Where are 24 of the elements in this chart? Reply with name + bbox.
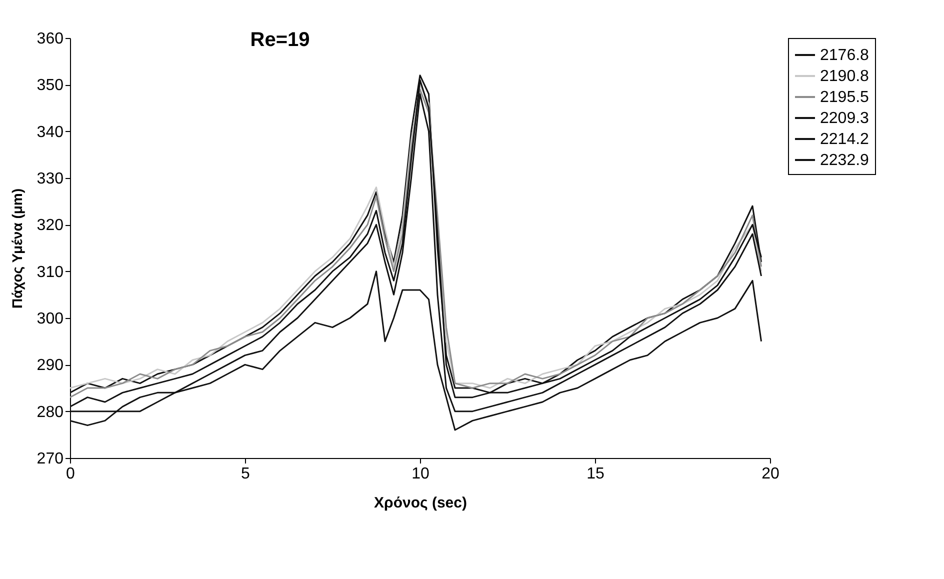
chart-title: Re=19: [250, 29, 310, 51]
legend-label: 2232.9: [820, 152, 870, 169]
x-tick-label: 10: [412, 466, 430, 482]
y-tick-label: 310: [36, 264, 64, 281]
y-tick-label: 290: [36, 357, 64, 374]
legend-label: 2190.8: [820, 68, 870, 85]
y-axis-title: Πάχος Υμένα (μm): [8, 188, 25, 309]
x-axis-title: Χρόνος (sec): [374, 494, 467, 512]
x-tick-label: 20: [762, 466, 780, 482]
legend-label: 2214.2: [820, 131, 870, 148]
y-tick-label: 360: [36, 30, 64, 48]
legend-label: 2195.5: [820, 89, 870, 106]
y-tick-label: 350: [36, 77, 64, 94]
y-tick-label: 340: [36, 124, 64, 141]
x-tick-label: 15: [586, 466, 604, 482]
legend-label: 2209.3: [820, 110, 870, 127]
legend-label: 2176.8: [820, 47, 870, 64]
y-tick-label: 330: [36, 170, 64, 188]
x-tick-label: 5: [241, 466, 250, 482]
x-tick-label: 0: [66, 466, 76, 482]
y-tick-label: 320: [36, 217, 64, 234]
y-tick-label: 270: [36, 450, 64, 468]
y-tick-label: 280: [36, 404, 64, 421]
y-tick-label: 300: [36, 310, 64, 328]
